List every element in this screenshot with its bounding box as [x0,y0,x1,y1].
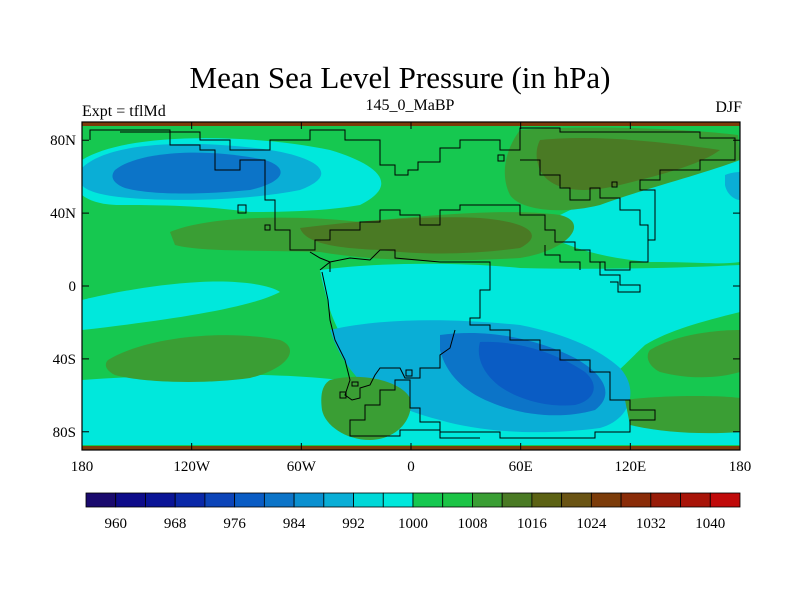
y-tick-label: 40S [53,352,76,368]
colorbar-label: 960 [104,516,127,532]
coastline-islet [351,381,359,387]
colorbar-label: 984 [283,516,306,532]
coastline-islet [497,154,505,162]
coastline-east-asia [520,159,649,240]
colorbar-label: 1024 [576,516,607,532]
colorbar-label: 992 [342,516,365,532]
colorbar-label: 968 [164,516,187,532]
sh-high-east-1016 [647,330,740,378]
colorbar-label: 1016 [517,516,548,532]
colorbar-label: 1000 [398,516,428,532]
x-tick-label: 180 [71,459,94,475]
colorbar-swatch [680,492,711,508]
nh-low-band-east [545,158,740,264]
colorbar-swatch [650,492,681,508]
colorbar-swatch [382,492,414,508]
sh-high-west-1016 [105,335,290,382]
north-pacific-low-984 [112,152,281,194]
colorbar-swatch [145,492,176,508]
axes: 180 120W 60W 0 60E 120E 180 80N 40N 0 40S 80S [50,122,751,475]
colorbar-swatch [590,492,622,508]
colorbar-swatch [442,492,473,508]
tropical-band-west [82,281,280,330]
colorbar-swatch [412,492,444,508]
coastline-gondwana [319,249,656,439]
x-tick-label: 120W [173,459,211,475]
southern-low-980 [478,341,594,406]
colorbar-swatch [115,492,146,508]
sh-high-atlantic-1016 [321,376,411,440]
colorbar-swatch [263,492,295,508]
colorbar-swatch [501,492,533,508]
coastline-islet [237,204,247,214]
coastline-islet [339,391,347,399]
colorbar-swatch [85,492,117,508]
x-tick-label: 0 [407,459,415,475]
colorbar-label: 1032 [636,516,666,532]
colorbar-swatch [620,492,652,508]
coastline-north-africa [309,251,331,272]
y-tick-label: 80S [53,425,76,441]
chart-title: Mean Sea Level Pressure (in hPa) [189,60,611,95]
colorbar-swatch [561,492,592,508]
coastline-south-america [321,271,456,401]
coastline-islet [405,369,413,377]
experiment-label: Expt = tflMd [82,103,166,120]
y-tick-label: 40N [50,206,76,222]
x-tick-label: 180 [729,459,752,475]
colorbar-swatch [323,492,354,508]
pressure-field [82,122,740,450]
pacific-high-east [171,223,290,244]
colorbar-swatch [234,492,265,508]
season-label: DJF [715,99,742,116]
colorbar-swatch [204,492,236,508]
coastline-south-asia [544,245,581,270]
subtropical-high-core-1020 [300,217,532,254]
colorbar: 960 968 976 984 992 1000 1008 1016 1024 1032 1040 [85,492,741,532]
y-tick-label: 0 [69,279,77,295]
colorbar-swatch [709,492,741,508]
east-edge-low [725,172,740,200]
north-high-1020 [536,138,720,190]
period-label: 145_0_MaBP [365,97,455,114]
colorbar-swatch [293,492,325,508]
x-tick-label: 60W [287,459,317,475]
x-tick-label: 60E [509,459,533,475]
colorbar-swatch [353,492,384,508]
colorbar-label: 1040 [695,516,725,532]
colorbar-swatch [472,492,503,508]
colorbar-label: 1008 [457,516,487,532]
coastline-east-islands [599,262,641,293]
colorbar-swatch [531,492,563,508]
coastline-islet [611,181,618,188]
colorbar-swatch [174,492,206,508]
x-tick-label: 120E [614,459,646,475]
sh-cyan-southwest [82,393,180,425]
coastlines [89,127,736,439]
coastline-north-laurasia [89,127,736,271]
coastline-islet [264,224,271,231]
sh-high-east-lower [625,395,740,434]
y-tick-label: 80N [50,133,76,149]
colorbar-label: 976 [223,516,246,532]
